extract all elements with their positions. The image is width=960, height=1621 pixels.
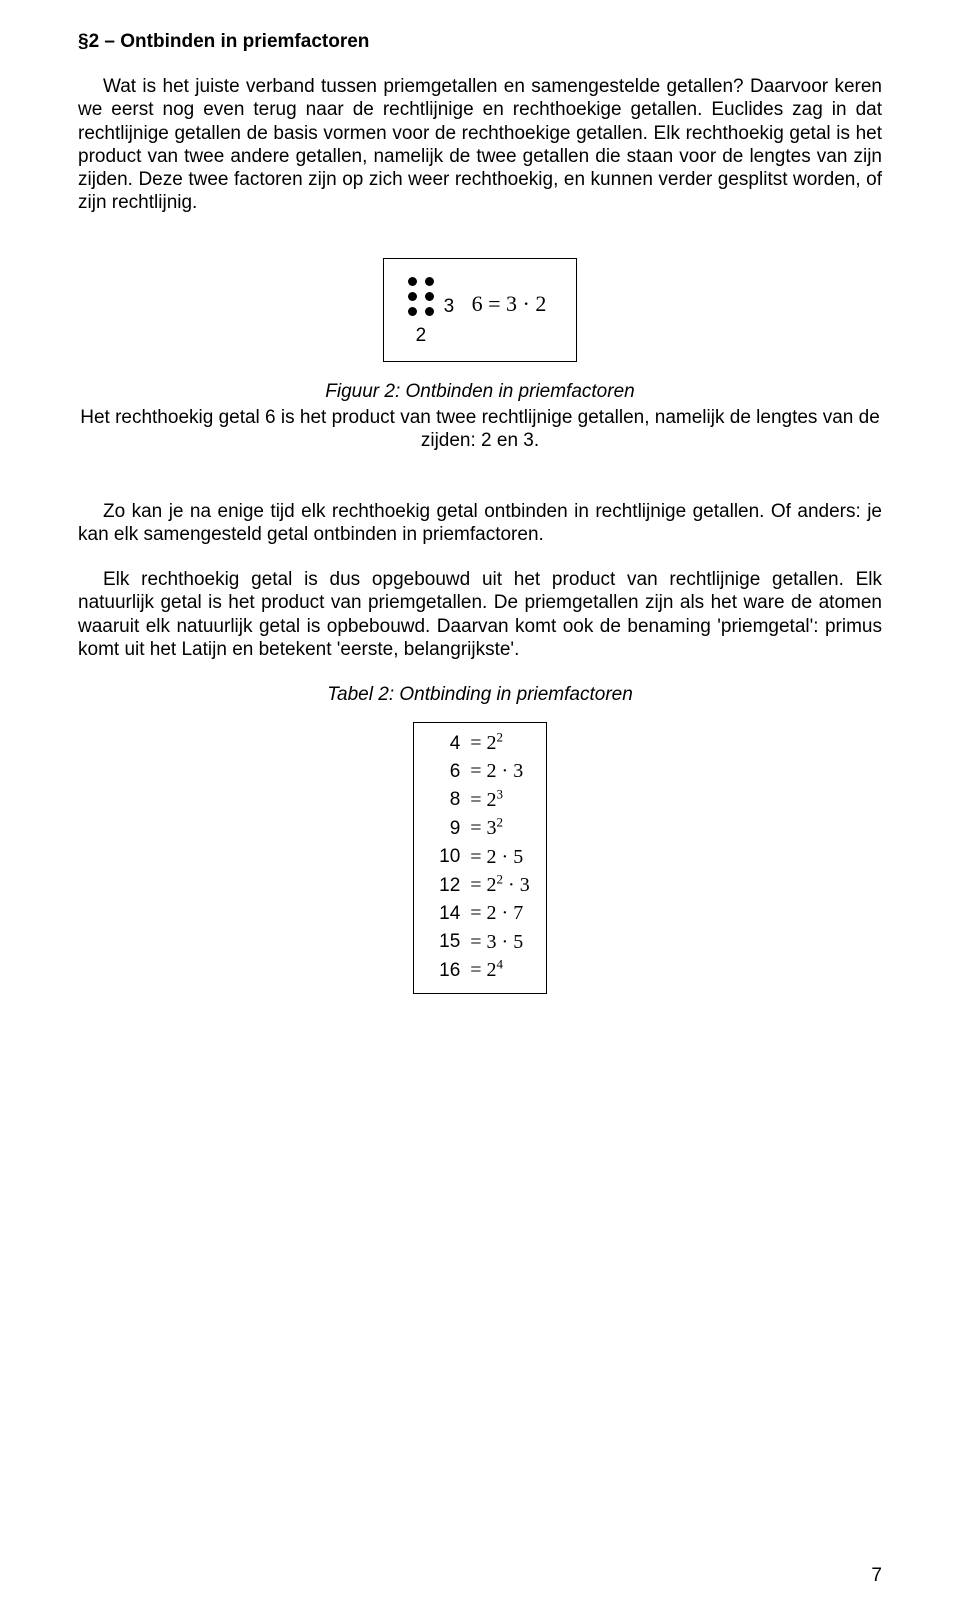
figure-dot xyxy=(408,292,417,301)
table-cell-factorization: = 2 · 5 xyxy=(470,843,529,871)
table-cell-number: 4 xyxy=(430,729,470,757)
table-row: 6= 2 · 3 xyxy=(430,757,529,785)
table-row: 10= 2 · 5 xyxy=(430,843,529,871)
table-cell-number: 14 xyxy=(430,899,470,927)
table-cell-number: 16 xyxy=(430,956,470,984)
page: §2 – Ontbinden in priemfactoren Wat is h… xyxy=(0,0,960,1621)
figure-dot xyxy=(408,307,417,316)
table-cell-factorization: = 23 xyxy=(470,786,529,814)
table-cell-factorization: = 24 xyxy=(470,956,529,984)
table-row: 12= 22 · 3 xyxy=(430,871,529,899)
figure-caption-body: Het rechthoekig getal 6 is het product v… xyxy=(78,406,882,452)
table-row: 16= 24 xyxy=(430,956,529,984)
table-box: 4= 226= 2 · 38= 239= 3210= 2 · 512= 22 ·… xyxy=(413,722,546,994)
table-cell-number: 12 xyxy=(430,871,470,899)
figure-caption: Figuur 2: Ontbinden in priemfactoren Het… xyxy=(78,380,882,452)
section-heading: §2 – Ontbinden in priemfactoren xyxy=(78,30,882,53)
table-cell-factorization: = 32 xyxy=(470,814,529,842)
table-cell-factorization: = 2 · 7 xyxy=(470,899,529,927)
table-caption: Tabel 2: Ontbinding in priemfactoren xyxy=(78,683,882,706)
figure-caption-title: Figuur 2: Ontbinden in priemfactoren xyxy=(325,381,634,402)
paragraph-1: Wat is het juiste verband tussen priemge… xyxy=(78,75,882,214)
figure-dot xyxy=(425,292,434,301)
figure-dot xyxy=(425,307,434,316)
figure-dot-grid xyxy=(408,277,434,316)
paragraph-2: Zo kan je na enige tijd elk rechthoekig … xyxy=(78,500,882,546)
page-number: 7 xyxy=(871,1564,882,1587)
figure-label-cols: 2 xyxy=(416,324,427,347)
paragraph-3: Elk rechthoekig getal is dus opgebouwd u… xyxy=(78,568,882,661)
table-cell-factorization: = 22 xyxy=(470,729,529,757)
table-row: 4= 22 xyxy=(430,729,529,757)
figure-equation: 6 = 3 · 2 xyxy=(472,291,547,318)
figure-box: 3 2 6 = 3 · 2 xyxy=(383,258,578,362)
table-row: 9= 32 xyxy=(430,814,529,842)
figure-dot xyxy=(425,277,434,286)
factorization-table: 4= 226= 2 · 38= 239= 3210= 2 · 512= 22 ·… xyxy=(430,729,529,985)
table-wrap: 4= 226= 2 · 38= 239= 3210= 2 · 512= 22 ·… xyxy=(78,722,882,994)
table-cell-factorization: = 22 · 3 xyxy=(470,871,529,899)
table-cell-number: 6 xyxy=(430,757,470,785)
table-cell-number: 9 xyxy=(430,814,470,842)
table-row: 15= 3 · 5 xyxy=(430,928,529,956)
table-cell-number: 8 xyxy=(430,786,470,814)
table-row: 8= 23 xyxy=(430,786,529,814)
table-row: 14= 2 · 7 xyxy=(430,899,529,927)
figure-wrap: 3 2 6 = 3 · 2 xyxy=(78,258,882,362)
figure-dots-area: 3 2 xyxy=(408,277,434,347)
table-cell-number: 15 xyxy=(430,928,470,956)
table-cell-factorization: = 3 · 5 xyxy=(470,928,529,956)
figure-label-rows: 3 xyxy=(444,295,455,318)
figure-dot xyxy=(408,277,417,286)
table-cell-factorization: = 2 · 3 xyxy=(470,757,529,785)
table-cell-number: 10 xyxy=(430,843,470,871)
